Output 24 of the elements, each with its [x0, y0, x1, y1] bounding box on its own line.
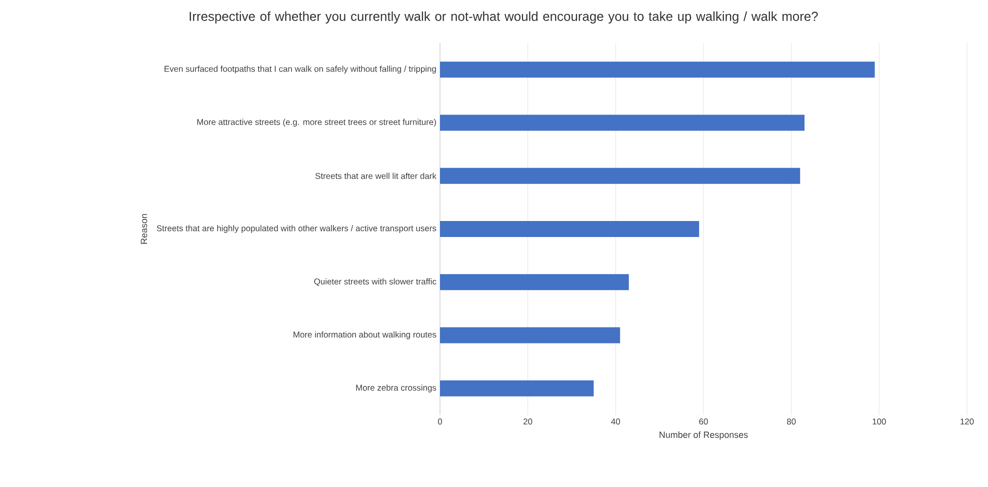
bar [440, 221, 700, 238]
bar [440, 380, 594, 396]
x-tick-label: 120 [960, 418, 974, 425]
y-axis-title: Reason [140, 214, 148, 244]
x-tick-label: 0 [438, 418, 442, 425]
y-tick-label: More information about walking routes [294, 331, 436, 340]
x-tick-label: 100 [872, 418, 886, 425]
y-tick-label: Even surfaced footpaths that I can walk on safely without falling / tripping [164, 66, 436, 74]
y-tick-label: Streets that are highly populated with other walkers / active transport users [156, 225, 436, 233]
y-tick-label: More zebra crossings [356, 384, 436, 392]
chart-title: Irrespective of whether you currently walk or not-what would encourage you to take up walking / walk more? [190, 11, 818, 24]
bar [440, 62, 875, 78]
x-axis-title: Number of Responses [660, 431, 748, 440]
bar [440, 114, 805, 131]
x-tick-label: 60 [699, 418, 708, 425]
x-tick-label: 20 [524, 418, 532, 425]
bar [440, 274, 629, 290]
x-tick-label: 80 [786, 418, 796, 425]
bar [440, 168, 800, 184]
y-tick-label: Quieter streets with slower traffic [314, 278, 436, 286]
bar [440, 327, 620, 344]
y-tick-label: More attractive streets (e.g. more street trees or street furniture) [197, 118, 436, 127]
y-tick-label: Streets that are well lit after dark [315, 172, 436, 179]
x-tick-label: 40 [611, 418, 620, 425]
